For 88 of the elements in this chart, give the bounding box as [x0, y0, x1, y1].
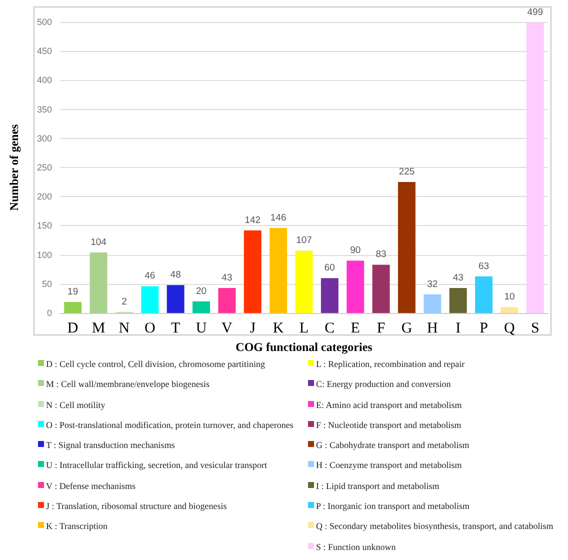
data-label: 48 [170, 270, 181, 281]
text: T : Signal transduction mechanisms [46, 440, 175, 450]
text: E: Amino acid transport and metabolism [316, 400, 462, 410]
x-tick-label: F [376, 320, 386, 336]
text: M : Cell wall/membrane/envelope biogenesis [46, 379, 210, 390]
data-label: 90 [350, 245, 361, 256]
data-label: 10 [504, 292, 515, 303]
text: H : Coenzyme transport and metabolism [316, 460, 462, 470]
text: K : Transcription [46, 521, 108, 532]
y-tick-label: 0 [46, 308, 52, 318]
bar [270, 228, 288, 313]
x-tick-label: U [196, 320, 207, 336]
bar [244, 230, 262, 313]
data-label: 60 [324, 262, 335, 274]
x-tick-label: O [144, 320, 156, 336]
data-label: 46 [144, 270, 156, 282]
x-tick-label: S [530, 320, 540, 336]
y-tick-label: 250 [36, 162, 52, 172]
bar [424, 294, 442, 313]
bar [346, 260, 364, 313]
bar [166, 285, 184, 313]
text: L : Replication, recombination and repair [316, 359, 465, 369]
data-label: 19 [68, 286, 78, 298]
text: U : Intracellular trafficking, secretion, and vesicular transport [46, 460, 267, 470]
bar [295, 250, 313, 313]
text: O : Post-translational modification, protein turnover, and chaperones [46, 420, 294, 430]
bar [526, 22, 544, 313]
data-label: 32 [427, 278, 438, 290]
x-tick-label: K [272, 320, 284, 336]
data-label: 499 [527, 7, 544, 18]
x-tick-label: M [92, 320, 106, 336]
text: J : Translation, ribosomal structure and biogenesis [46, 501, 227, 512]
x-tick-label: I [456, 320, 461, 336]
data-label: 20 [196, 286, 207, 297]
x-tick-label: J [250, 320, 256, 336]
y-tick-label: 400 [36, 75, 52, 86]
data-label: 104 [90, 236, 106, 248]
bar [398, 182, 416, 313]
data-label: 225 [398, 166, 415, 178]
x-axis-title: COG functional categories [236, 340, 373, 354]
x-tick-label: C [324, 320, 335, 336]
bar [192, 301, 210, 313]
bar [372, 264, 390, 313]
x-tick-label: D [67, 320, 78, 336]
text: D : Cell cycle control, Cell division, chromosome partitining [46, 359, 265, 369]
data-label: 43 [222, 272, 232, 284]
bar [475, 276, 493, 313]
text: C: Energy production and conversion [316, 379, 451, 390]
bar [500, 307, 518, 313]
bar [90, 252, 108, 313]
y-tick-label: 150 [36, 220, 52, 231]
data-label: 2 [122, 296, 127, 308]
bar [449, 288, 467, 313]
data-label: 142 [244, 214, 261, 226]
x-tick-label: N [118, 320, 130, 336]
y-tick-label: 200 [36, 192, 52, 202]
y-tick-label: 50 [42, 278, 52, 289]
x-tick-label: E [350, 320, 360, 336]
x-tick-label: L [299, 320, 309, 336]
x-tick-label: G [401, 320, 412, 336]
bar [64, 302, 82, 313]
data-label: 107 [296, 235, 312, 246]
text: N : Cell motility [46, 400, 106, 410]
x-tick-label: H [427, 320, 438, 336]
y-tick-label: 500 [36, 17, 52, 27]
data-label: 63 [478, 260, 490, 272]
x-tick-label: V [222, 320, 233, 336]
text: G : Cabohydrate transport and metabolism [316, 440, 470, 450]
text: Q : Secondary metabolites biosynthesis, transport, and catabolism [316, 521, 554, 532]
text: S : Function unknown [316, 542, 396, 552]
x-tick-label: T [170, 320, 180, 336]
y-axis-title: Number of genes [7, 124, 21, 211]
text: I : Lipid transport and metabolism [316, 480, 440, 491]
y-tick-label: 100 [36, 250, 52, 260]
data-label: 146 [270, 212, 286, 224]
data-label: 43 [452, 272, 464, 284]
text: P : Inorganic ion transport and metabolism [316, 501, 470, 512]
y-tick-label: 450 [36, 46, 52, 56]
data-label: 83 [376, 249, 386, 260]
bar [320, 278, 338, 313]
x-tick-label: Q [504, 320, 516, 336]
bar [141, 286, 159, 313]
text: V : Defense mechanisms [46, 480, 136, 491]
y-tick-label: 300 [36, 133, 52, 144]
x-tick-label: P [480, 320, 488, 336]
text: F : Nucleotide transport and metabolism [316, 420, 462, 430]
y-tick-label: 350 [36, 104, 52, 114]
bar [218, 288, 236, 313]
